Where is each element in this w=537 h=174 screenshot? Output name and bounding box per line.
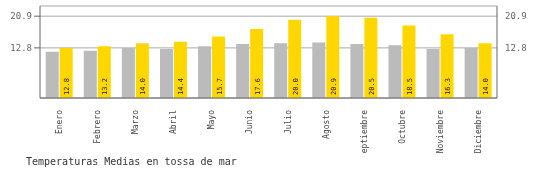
svg-text:Diciembre: Diciembre xyxy=(474,110,483,154)
svg-text:Junio: Junio xyxy=(245,110,254,134)
svg-text:20.9: 20.9 xyxy=(505,11,527,21)
svg-text:20.9: 20.9 xyxy=(330,78,338,95)
svg-text:12.8: 12.8 xyxy=(505,43,527,53)
svg-text:14.0: 14.0 xyxy=(482,78,490,95)
svg-text:17.6: 17.6 xyxy=(254,78,262,95)
svg-text:14.4: 14.4 xyxy=(177,78,185,95)
svg-text:Febrero: Febrero xyxy=(93,110,102,144)
svg-text:20.0: 20.0 xyxy=(292,78,300,95)
svg-text:Enero: Enero xyxy=(55,110,64,134)
svg-text:20.5: 20.5 xyxy=(368,78,376,95)
svg-text:12.8: 12.8 xyxy=(63,78,71,95)
svg-text:13.2: 13.2 xyxy=(101,78,109,95)
svg-text:Octubre: Octubre xyxy=(398,110,407,144)
svg-text:15.7: 15.7 xyxy=(216,78,224,95)
svg-text:18.5: 18.5 xyxy=(406,78,414,95)
svg-text:Abril: Abril xyxy=(169,110,178,134)
svg-text:Septiembre: Septiembre xyxy=(360,110,369,154)
svg-text:12.8: 12.8 xyxy=(10,43,32,53)
svg-text:20.9: 20.9 xyxy=(10,11,32,21)
svg-text:16.3: 16.3 xyxy=(444,78,452,95)
svg-text:14.0: 14.0 xyxy=(139,78,147,95)
svg-text:Julio: Julio xyxy=(284,110,293,134)
html-text:Temperaturas Medias en tossa d: Temperaturas Medias en tossa de mar xyxy=(26,156,237,167)
svg-text:Marzo: Marzo xyxy=(131,110,140,134)
svg-text:Noviembre: Noviembre xyxy=(436,110,445,154)
svg-text:Agosto: Agosto xyxy=(322,110,331,139)
svg-text:Mayo: Mayo xyxy=(207,110,216,129)
